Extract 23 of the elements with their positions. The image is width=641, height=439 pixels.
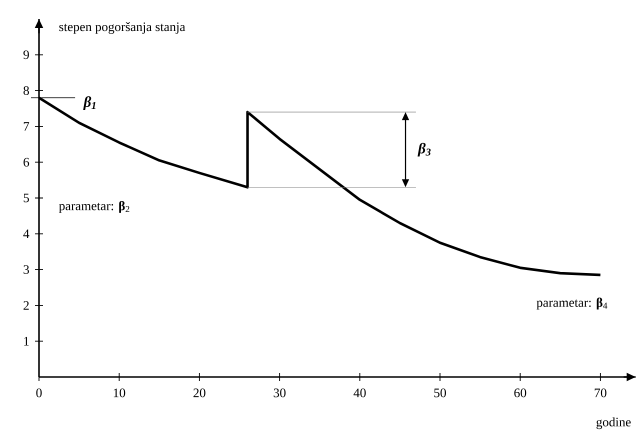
annotation: β$_{3}$ [418,142,431,157]
y-tick-label: 8 [24,86,29,95]
y-tick-label: 5 [24,194,29,202]
annotation: parametar: β$_{2}$ [58,201,130,213]
y-tick-label: 9 [23,50,29,60]
y-tick-label: 3 [24,265,29,274]
x-tick-label: 0 [36,388,42,398]
x-tick-label: 10 [114,388,126,398]
annotation: parametar: β$_{4}$ [536,298,608,310]
x-axis-title: godine [596,417,631,430]
x-tick-label: 70 [594,388,606,398]
y-tick-label: 1 [24,336,29,346]
y-tick-label: 2 [24,301,29,310]
y-tick-label: 7 [24,122,30,131]
x-tick-label: 50 [434,388,446,398]
y-tick-label: 6 [24,158,30,167]
x-tick-label: 20 [193,388,206,398]
x-tick-label: 60 [514,388,526,398]
y-tick-label: 4 [23,230,30,238]
x-tick-label: 40 [354,388,366,398]
annotation: β$_{1}$ [83,96,96,110]
x-tick-label: 30 [274,388,286,398]
y-axis-title: stepen pogoršanja stanja [59,22,186,34]
